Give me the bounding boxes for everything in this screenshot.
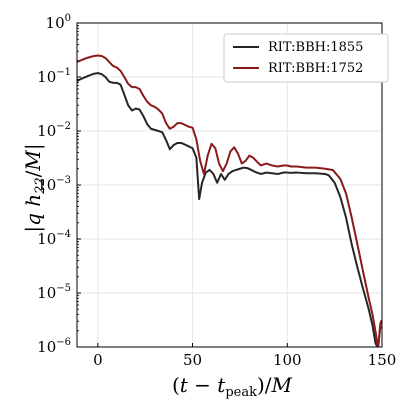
y-tick-label: 10−4: [37, 229, 71, 248]
y-tick-label: 10−3: [37, 175, 71, 194]
series-line-rit-bbh-1855: [77, 72, 382, 347]
y-axis-label: |q h22/M|: [21, 143, 48, 232]
x-tick-label: 150: [368, 351, 397, 369]
y-tick-label: 10−5: [37, 283, 71, 302]
legend-box: [223, 33, 389, 83]
axis-ticks: 0 50 100 150 10−6 10−5 10−4 10−3 10−2 10−1 100: [37, 13, 396, 369]
x-axis-label: (t − tpeak)/M: [172, 373, 293, 400]
legend-label-rit-bbh-1855: RIT:BBH:1855: [268, 40, 363, 55]
legend-label-rit-bbh-1752: RIT:BBH:1752: [268, 61, 363, 76]
y-tick-label: 10−6: [37, 337, 71, 356]
y-tick-label: 10−2: [37, 121, 71, 140]
x-tick-label: 0: [93, 351, 103, 369]
x-tick-label: 50: [183, 351, 202, 369]
y-tick-label: 10−1: [37, 67, 71, 86]
legend: RIT:BBH:1855 RIT:BBH:1752: [223, 33, 389, 83]
series-line-rit-bbh-1752: [77, 54, 382, 347]
series-layer: [77, 54, 382, 347]
x-tick-label: 100: [273, 351, 302, 369]
y-tick-label: 100: [46, 13, 71, 32]
